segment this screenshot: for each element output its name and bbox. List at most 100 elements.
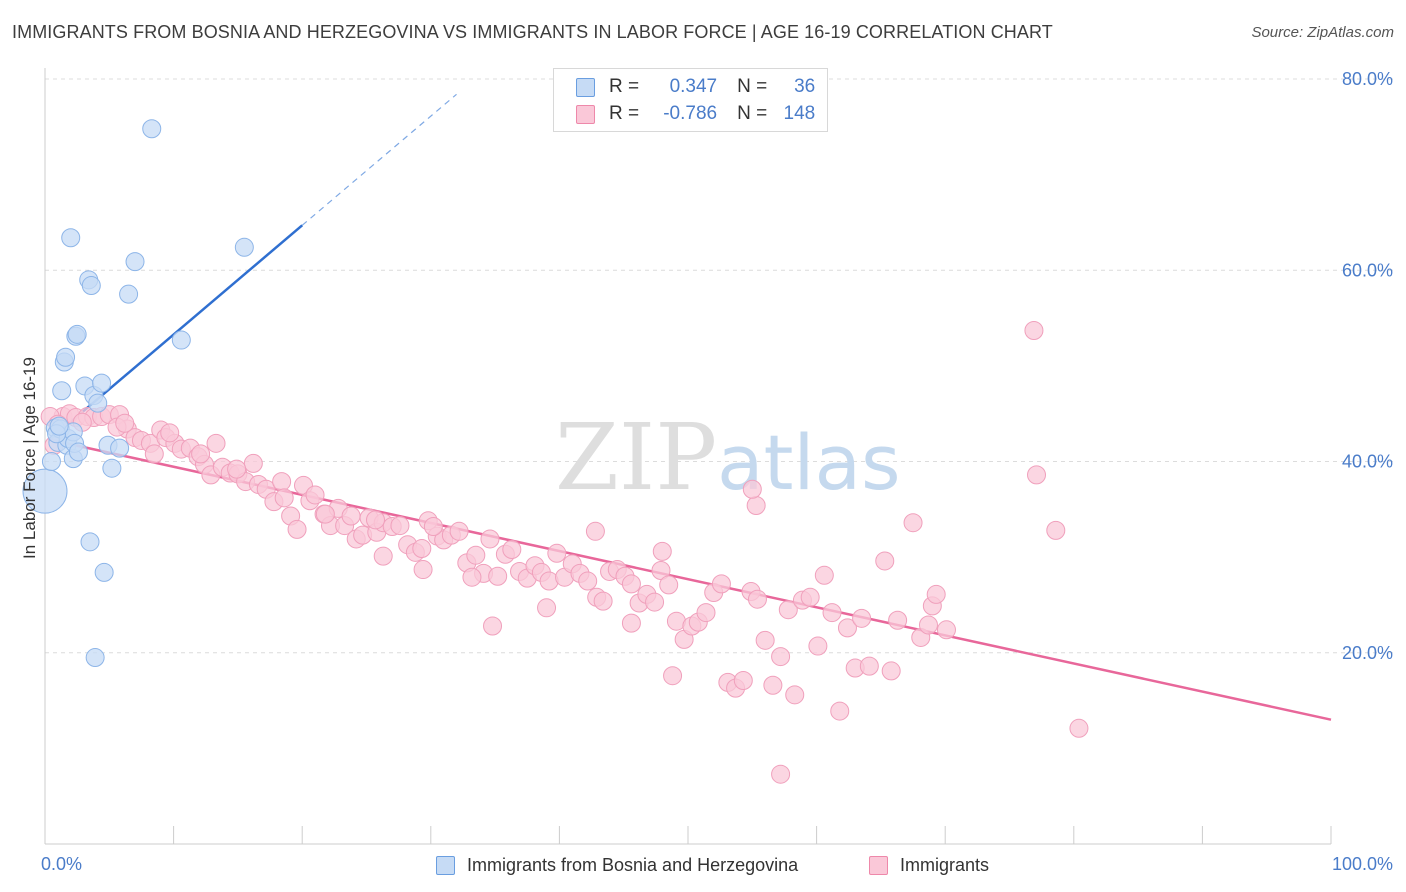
point-immigrants	[315, 504, 335, 524]
watermark-zip: ZIP	[555, 404, 717, 511]
bottom-legend-swatch-pink	[869, 855, 888, 875]
point-bosnia	[142, 119, 162, 139]
point-immigrants	[287, 519, 307, 539]
x-tick-label: 0.0%	[41, 854, 82, 874]
point-bosnia	[22, 468, 68, 514]
source-label: Source: ZipAtlas.com	[1251, 24, 1394, 41]
legend-swatch-blue	[576, 77, 595, 97]
point-immigrants	[746, 495, 766, 515]
point-immigrants	[390, 516, 410, 536]
legend-r-value: 0.347	[669, 76, 718, 97]
point-immigrants	[480, 529, 500, 549]
x-tick-label: 100.0%	[1332, 854, 1393, 874]
bottom-legend-label: Immigrants	[900, 854, 990, 875]
point-immigrants	[1027, 465, 1047, 485]
point-immigrants	[645, 592, 665, 612]
legend-swatch-pink	[576, 104, 595, 124]
point-immigrants	[808, 636, 828, 656]
trend-line-bosnia-extension	[301, 93, 457, 226]
point-immigrants	[243, 453, 263, 473]
legend-n-label: N =	[737, 103, 768, 124]
legend-r-label: R =	[609, 76, 640, 97]
chart-title: IMMIGRANTS FROM BOSNIA AND HERZEGOVINA V…	[12, 22, 1053, 42]
point-immigrants	[926, 584, 946, 604]
point-bosnia	[52, 381, 72, 401]
grid-lines	[45, 78, 1394, 654]
point-immigrants	[144, 444, 164, 464]
point-immigrants	[837, 618, 857, 638]
legend-row-immigrants: R = -0.786 N = 148	[576, 102, 815, 126]
point-bosnia	[94, 562, 114, 582]
point-immigrants	[449, 521, 469, 541]
point-immigrants	[696, 603, 716, 623]
y-axis-label: In Labor Force | Age 16-19	[20, 357, 39, 559]
point-immigrants	[547, 543, 567, 563]
point-immigrants	[814, 565, 834, 585]
bottom-legend-bosnia: Immigrants from Bosnia and Herzegovina	[436, 852, 798, 878]
point-bosnia	[68, 442, 88, 462]
point-immigrants	[822, 603, 842, 623]
bottom-legend-label: Immigrants from Bosnia and Herzegovina	[467, 854, 799, 875]
point-immigrants	[859, 656, 879, 676]
point-immigrants	[488, 566, 508, 586]
point-immigrants	[578, 571, 598, 591]
watermark: ZIP atlas	[555, 404, 901, 511]
y-tick-label: 20.0%	[1342, 643, 1393, 663]
point-immigrants	[800, 587, 820, 607]
point-bosnia	[56, 347, 76, 367]
point-immigrants	[206, 433, 226, 453]
point-immigrants	[191, 444, 211, 464]
point-immigrants	[621, 613, 641, 633]
point-immigrants	[227, 459, 247, 479]
point-immigrants	[593, 591, 613, 611]
y-tick-label: 40.0%	[1342, 452, 1393, 472]
point-immigrants	[778, 600, 798, 620]
y-tick-labels: 20.0% 40.0% 60.0% 80.0%	[1342, 69, 1393, 663]
point-bosnia	[102, 458, 122, 478]
point-immigrants	[711, 574, 731, 594]
point-immigrants	[881, 661, 901, 681]
point-immigrants	[413, 560, 433, 580]
axes	[44, 68, 1332, 845]
point-immigrants	[502, 539, 522, 559]
y-tick-label: 60.0%	[1342, 260, 1393, 280]
point-immigrants	[483, 616, 503, 636]
point-immigrants	[462, 567, 482, 587]
point-bosnia	[67, 324, 87, 344]
point-immigrants	[936, 620, 956, 640]
point-bosnia	[171, 330, 191, 350]
point-immigrants	[903, 513, 923, 533]
point-immigrants	[537, 598, 557, 618]
point-immigrants	[1069, 718, 1089, 738]
point-immigrants	[423, 517, 443, 537]
bottom-legend-immigrants: Immigrants	[869, 852, 989, 878]
bottom-legend-swatch-blue	[436, 855, 455, 875]
point-immigrants	[733, 670, 753, 690]
point-bosnia	[85, 648, 105, 668]
point-bosnia	[234, 237, 254, 257]
point-immigrants	[771, 764, 791, 784]
point-immigrants	[785, 685, 805, 705]
point-immigrants	[1024, 320, 1044, 340]
point-immigrants	[373, 546, 393, 566]
point-bosnia	[41, 452, 61, 471]
legend-row-bosnia: R = 0.347 N = 36	[576, 75, 815, 99]
point-immigrants	[1046, 520, 1066, 540]
point-immigrants	[341, 506, 361, 526]
point-immigrants	[466, 545, 486, 565]
point-immigrants	[875, 551, 895, 571]
point-immigrants	[742, 479, 762, 499]
point-immigrants	[755, 630, 775, 650]
legend: R = 0.347 N = 36 R = -0.786 N = 148	[553, 68, 828, 132]
y-tick-label: 80.0%	[1342, 69, 1393, 89]
point-bosnia	[110, 438, 130, 458]
point-bosnia	[49, 416, 69, 436]
point-immigrants	[771, 647, 791, 667]
point-immigrants	[852, 608, 872, 628]
point-bosnia	[125, 252, 145, 272]
legend-n-value: 148	[783, 103, 816, 124]
point-immigrants	[160, 423, 180, 443]
point-immigrants	[888, 610, 908, 630]
point-bosnia	[61, 228, 81, 248]
